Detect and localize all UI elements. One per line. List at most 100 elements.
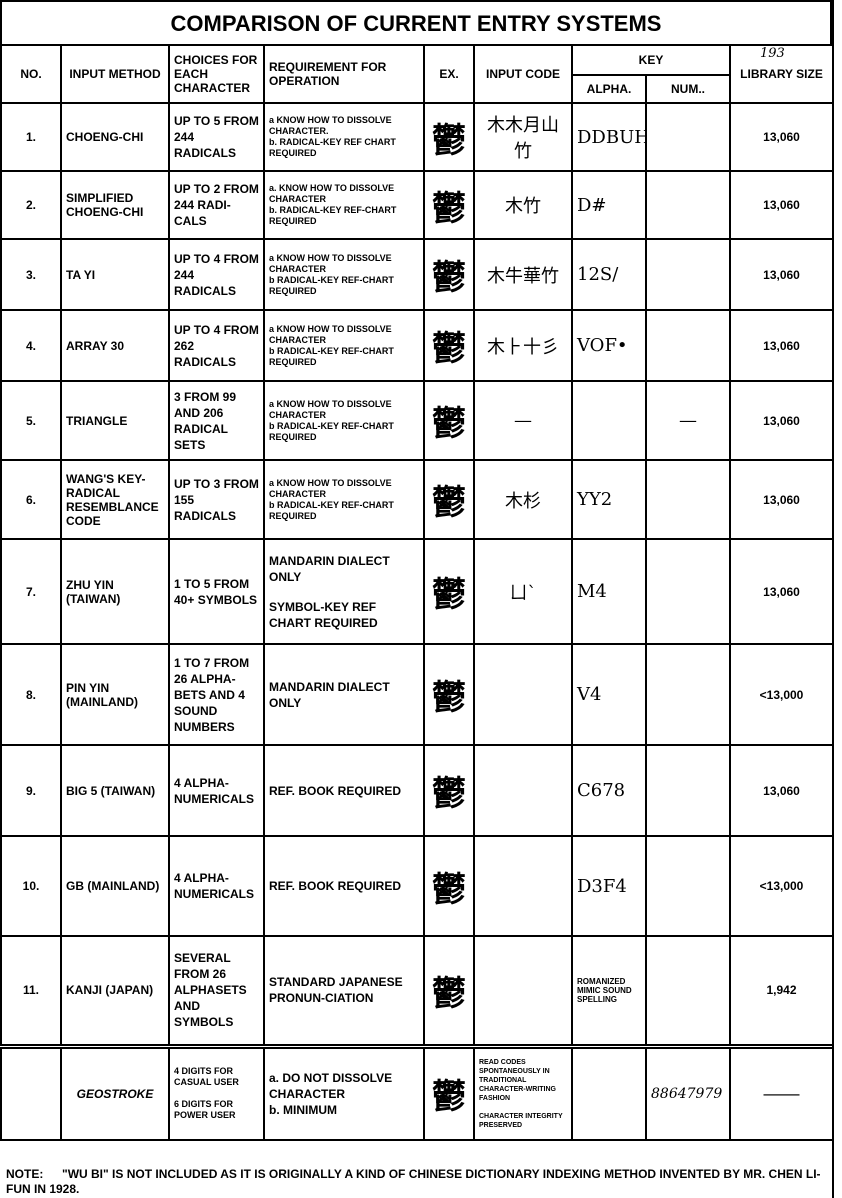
header-method: INPUT METHOD xyxy=(60,44,170,104)
choices-cell: UP TO 3 FROM 155 RADICALS xyxy=(168,459,265,540)
choices-cell: UP TO 5 FROM 244 RADICALS xyxy=(168,102,265,172)
method-cell: GEOSTROKE xyxy=(60,1043,170,1141)
choices-cell: UP TO 4 FROM 262 RADICALS xyxy=(168,309,265,382)
example-char: 鬱 xyxy=(423,459,475,540)
choices-cell: 4 ALPHA-NUMERICALS xyxy=(168,744,265,837)
table-row: 1. CHOENG-CHI UP TO 5 FROM 244 RADICALS … xyxy=(0,102,834,172)
num-cell: — xyxy=(645,380,731,461)
method-cell: ARRAY 30 xyxy=(60,309,170,382)
handwritten-note: 193 xyxy=(760,46,785,61)
alpha-cell: M4 xyxy=(571,538,647,645)
num-cell xyxy=(645,935,731,1047)
choices-cell: 4 DIGITS FOR CASUAL USER 6 DIGITS FOR POW… xyxy=(168,1043,265,1141)
method-cell: TA YI xyxy=(60,238,170,311)
input-code-cell: — xyxy=(473,380,573,461)
no-cell: 9. xyxy=(0,744,62,837)
num-cell xyxy=(645,744,731,837)
comparison-table: NO. INPUT METHOD CHOICES FOR EACH CHARAC… xyxy=(0,44,834,1141)
requirement-cell: MANDARIN DIALECT ONLY xyxy=(263,643,425,746)
example-char: 鬱 xyxy=(423,102,475,172)
header-num: NUM.. xyxy=(645,74,731,104)
input-code-cell: ㄩˋ xyxy=(473,538,573,645)
requirement-cell: a KNOW HOW TO DISSOLVE CHARACTER b RADICA… xyxy=(263,459,425,540)
header-no: NO. xyxy=(0,44,62,104)
requirement-cell: MANDARIN DIALECT ONLY SYMBOL-KEY REF CHAR… xyxy=(263,538,425,645)
input-code-cell: 木竹 xyxy=(473,170,573,240)
table-row-geostroke: GEOSTROKE 4 DIGITS FOR CASUAL USER 6 DIGI… xyxy=(0,1043,834,1141)
choices-cell: 4 ALPHA-NUMERICALS xyxy=(168,835,265,937)
method-cell: BIG 5 (TAIWAN) xyxy=(60,744,170,837)
header-choices: CHOICES FOR EACH CHARACTER xyxy=(168,44,265,104)
no-cell: 8. xyxy=(0,643,62,746)
method-cell: WANG'S KEY-RADICAL RESEMBLANCE CODE xyxy=(60,459,170,540)
library-cell: 13,060 xyxy=(729,170,834,240)
num-cell xyxy=(645,238,731,311)
input-code-cell: 木⺊十彡 xyxy=(473,309,573,382)
example-char: 鬱 xyxy=(423,170,475,240)
alpha-cell xyxy=(571,380,647,461)
requirement-cell: a KNOW HOW TO DISSOLVE CHARACTER b RADICA… xyxy=(263,380,425,461)
alpha-cell: D3F4 xyxy=(571,835,647,937)
choices-cell: UP TO 2 FROM 244 RADI-CALS xyxy=(168,170,265,240)
example-char: 鬱 xyxy=(423,935,475,1047)
requirement-cell: a. DO NOT DISSOLVE CHARACTER b. MINIMUM xyxy=(263,1043,425,1141)
table-row: 9. BIG 5 (TAIWAN) 4 ALPHA-NUMERICALS REF… xyxy=(0,744,834,837)
requirement-cell: STANDARD JAPANESE PRONUN-CIATION xyxy=(263,935,425,1047)
alpha-cell: C678 xyxy=(571,744,647,837)
num-cell xyxy=(645,170,731,240)
alpha-cell: YY2 xyxy=(571,459,647,540)
alpha-cell: ROMANIZED MIMIC SOUND SPELLING xyxy=(571,935,647,1047)
header-key: KEY xyxy=(571,44,731,76)
alpha-cell: V4 xyxy=(571,643,647,746)
example-char: 鬱 xyxy=(423,538,475,645)
requirement-cell: a KNOW HOW TO DISSOLVE CHARACTER b RADICA… xyxy=(263,238,425,311)
num-cell xyxy=(645,309,731,382)
table-row: 2. SIMPLIFIED CHOENG-CHI UP TO 2 FROM 24… xyxy=(0,170,834,240)
input-code-cell xyxy=(473,935,573,1047)
input-code-cell: READ CODES SPONTANEOUSLY IN TRADITIONAL … xyxy=(473,1043,573,1141)
num-cell: 88647979 xyxy=(645,1043,731,1141)
choices-cell: SEVERAL FROM 26 ALPHASETS AND SYMBOLS xyxy=(168,935,265,1047)
num-cell xyxy=(645,643,731,746)
library-cell: <13,000 xyxy=(729,835,834,937)
library-cell: <13,000 xyxy=(729,643,834,746)
library-cell: 13,060 xyxy=(729,380,834,461)
num-cell xyxy=(645,835,731,937)
no-cell: 7. xyxy=(0,538,62,645)
table-row: 4. ARRAY 30 UP TO 4 FROM 262 RADICALS a … xyxy=(0,309,834,382)
choices-cell: 3 FROM 99 AND 206 RADICAL SETS xyxy=(168,380,265,461)
header-requirement: REQUIREMENT FOR OPERATION xyxy=(263,44,425,104)
no-cell: 3. xyxy=(0,238,62,311)
table-row: 5. TRIANGLE 3 FROM 99 AND 206 RADICAL SE… xyxy=(0,380,834,461)
header-input-code: INPUT CODE xyxy=(473,44,573,104)
input-code-cell xyxy=(473,643,573,746)
library-cell: ——— xyxy=(729,1043,834,1141)
input-code-cell: 木木月山竹 xyxy=(473,102,573,172)
alpha-cell: 12S/ xyxy=(571,238,647,311)
method-cell: CHOENG-CHI xyxy=(60,102,170,172)
method-cell: ZHU YIN (TAIWAN) xyxy=(60,538,170,645)
table-row: 10. GB (MAINLAND) 4 ALPHA-NUMERICALS REF… xyxy=(0,835,834,937)
table-row: 11. KANJI (JAPAN) SEVERAL FROM 26 ALPHAS… xyxy=(0,935,834,1047)
footnote: NOTE: "WU BI" IS NOT INCLUDED AS IT IS OR… xyxy=(6,1167,821,1196)
library-cell: 1,942 xyxy=(729,935,834,1047)
method-cell: KANJI (JAPAN) xyxy=(60,935,170,1047)
no-cell: 2. xyxy=(0,170,62,240)
alpha-cell: DDBUH xyxy=(571,102,647,172)
num-cell xyxy=(645,538,731,645)
alpha-cell: D# xyxy=(571,170,647,240)
example-char: 鬱 xyxy=(423,835,475,937)
choices-cell: UP TO 4 FROM 244 RADICALS xyxy=(168,238,265,311)
example-char: 鬱 xyxy=(423,1043,475,1141)
example-char: 鬱 xyxy=(423,643,475,746)
alpha-cell xyxy=(571,1043,647,1141)
header-library: LIBRARY SIZE xyxy=(729,44,834,104)
input-code-cell xyxy=(473,744,573,837)
library-cell: 13,060 xyxy=(729,238,834,311)
requirement-cell: REF. BOOK REQUIRED xyxy=(263,744,425,837)
example-char: 鬱 xyxy=(423,380,475,461)
input-code-cell: 木牛華竹 xyxy=(473,238,573,311)
requirement-cell: a KNOW HOW TO DISSOLVE CHARACTER. b. RADI… xyxy=(263,102,425,172)
scan-line xyxy=(832,0,834,1198)
example-char: 鬱 xyxy=(423,309,475,382)
